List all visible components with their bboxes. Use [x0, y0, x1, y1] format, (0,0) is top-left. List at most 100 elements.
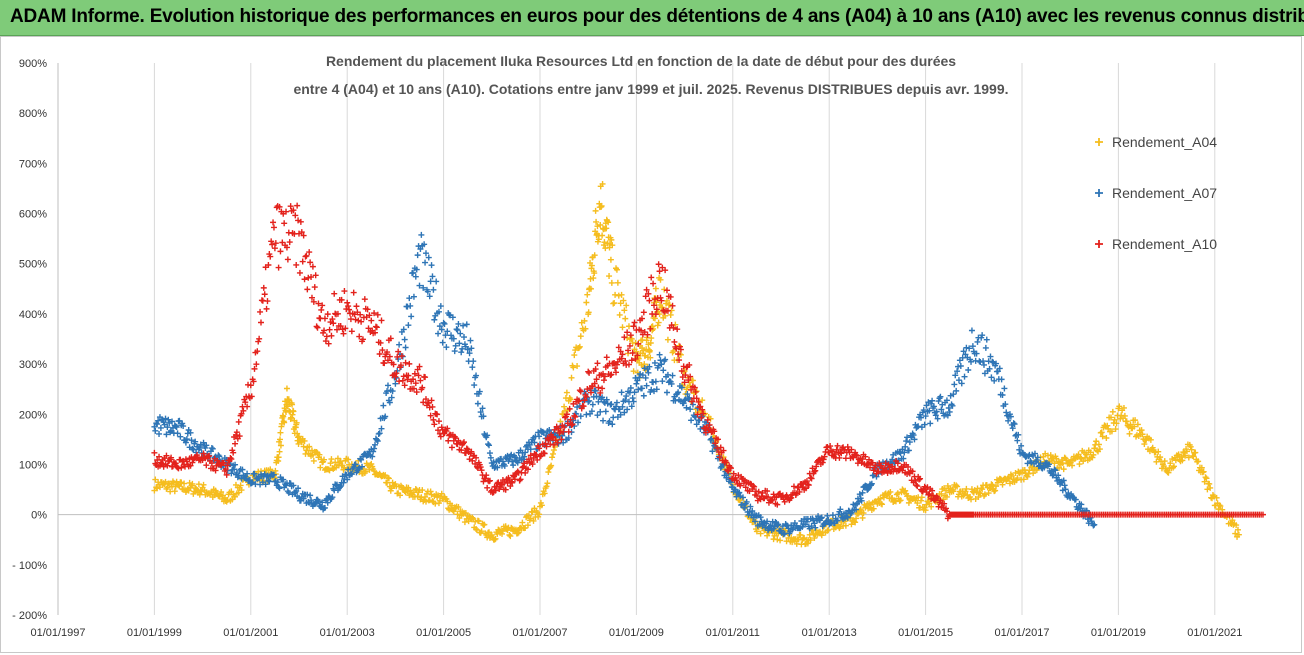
- data-point: [308, 294, 315, 301]
- data-point: [1127, 421, 1134, 428]
- data-point: [671, 338, 678, 345]
- y-tick-label: 700%: [19, 158, 47, 170]
- data-point: [454, 511, 461, 518]
- data-point: [943, 493, 950, 500]
- data-point: [790, 483, 797, 490]
- data-point: [478, 528, 485, 535]
- data-point: [781, 498, 788, 505]
- data-point: [529, 461, 536, 468]
- data-point: [307, 492, 314, 499]
- data-point: [677, 346, 684, 353]
- data-point: [455, 504, 462, 511]
- data-point: [999, 392, 1006, 399]
- data-point: [933, 408, 940, 415]
- data-point: [897, 497, 904, 504]
- data-point: [421, 241, 428, 248]
- data-point: [486, 442, 493, 449]
- data-point: [676, 357, 683, 364]
- data-point: [414, 493, 421, 500]
- data-point: [295, 485, 302, 492]
- data-point: [618, 389, 625, 396]
- data-point: [554, 439, 561, 446]
- data-point: [333, 482, 340, 489]
- data-point: [608, 371, 615, 378]
- data-point: [944, 412, 951, 419]
- data-point: [949, 402, 956, 409]
- data-point: [338, 296, 345, 303]
- data-point: [266, 478, 273, 485]
- data-point: [328, 456, 335, 463]
- data-point: [906, 439, 913, 446]
- legend-label: Rendement_A07: [1112, 185, 1217, 201]
- data-point: [522, 469, 529, 476]
- data-point: [613, 399, 620, 406]
- data-point: [524, 466, 531, 473]
- data-point: [271, 245, 278, 252]
- data-point: [329, 316, 336, 323]
- data-point: [953, 482, 960, 489]
- data-point: [1051, 466, 1058, 473]
- data-point: [879, 501, 886, 508]
- data-point: [685, 377, 692, 384]
- data-point: [1198, 464, 1205, 471]
- y-tick-label: 600%: [19, 209, 47, 221]
- data-point: [334, 310, 341, 317]
- data-point: [334, 481, 341, 488]
- data-point: [239, 466, 246, 473]
- data-point: [641, 365, 648, 372]
- data-point: [583, 393, 590, 400]
- data-point: [619, 403, 626, 410]
- data-point: [1030, 470, 1037, 477]
- data-point: [381, 473, 388, 480]
- data-point: [499, 458, 506, 465]
- data-point: [200, 481, 207, 488]
- data-point: [1112, 426, 1119, 433]
- data-point: [287, 203, 294, 210]
- data-point: [651, 296, 658, 303]
- data-point: [820, 456, 827, 463]
- data-point: [805, 482, 812, 489]
- data-point: [485, 441, 492, 448]
- data-point: [601, 239, 608, 246]
- data-point: [1260, 511, 1266, 518]
- data-point: [456, 340, 463, 347]
- data-point: [300, 232, 307, 239]
- data-point: [451, 348, 458, 355]
- data-point: [657, 294, 664, 301]
- data-point: [517, 476, 524, 483]
- data-point: [212, 487, 219, 494]
- data-point: [807, 474, 814, 481]
- data-point: [260, 284, 267, 291]
- data-point: [843, 513, 850, 520]
- data-point: [602, 408, 609, 415]
- data-point: [227, 454, 234, 461]
- data-point: [318, 306, 325, 313]
- data-point: [301, 276, 308, 283]
- data-point: [987, 485, 994, 492]
- data-point: [586, 369, 593, 376]
- data-point: [331, 290, 338, 297]
- data-point: [860, 510, 867, 517]
- data-point: [650, 379, 657, 386]
- data-point: [321, 327, 328, 334]
- data-point: [422, 493, 429, 500]
- data-point: [200, 450, 207, 457]
- data-point: [371, 445, 378, 452]
- data-point: [452, 342, 459, 349]
- data-point: [609, 242, 616, 249]
- data-point: [742, 484, 749, 491]
- data-point: [599, 394, 606, 401]
- data-point: [954, 483, 961, 490]
- data-point: [566, 405, 573, 412]
- data-point: [921, 421, 928, 428]
- data-point: [574, 363, 581, 370]
- data-point: [198, 488, 205, 495]
- legend-item: Rendement_A07: [1095, 185, 1217, 201]
- data-point: [620, 297, 627, 304]
- data-point: [469, 364, 476, 371]
- data-point: [714, 436, 721, 443]
- data-point: [389, 388, 396, 395]
- data-point: [1104, 422, 1111, 429]
- data-point: [1056, 464, 1063, 471]
- data-point: [455, 320, 462, 327]
